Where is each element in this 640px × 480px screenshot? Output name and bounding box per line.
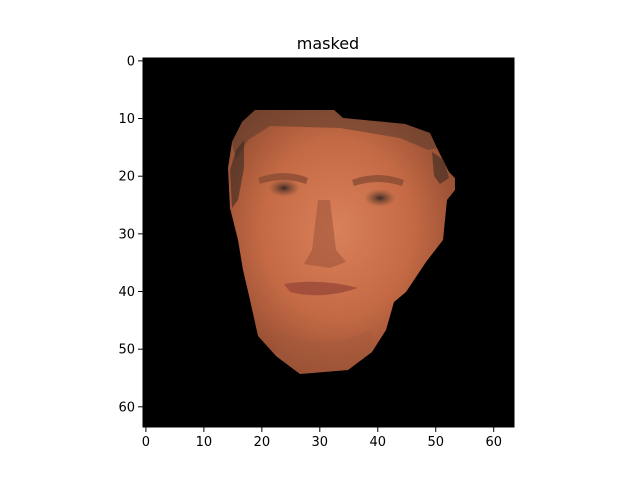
x-tick-label: 40 (370, 435, 387, 450)
y-tick-label: 10 (118, 112, 135, 127)
x-axis: 0 10 20 30 40 50 60 (142, 427, 502, 450)
x-tick-label: 60 (485, 435, 502, 450)
hair-shadow (232, 110, 437, 160)
right-eyebrow (352, 175, 404, 186)
masked-face-image (143, 58, 514, 427)
x-tick-label: 30 (312, 435, 329, 450)
y-tick-label: 20 (118, 170, 135, 185)
x-tick-label: 50 (427, 435, 444, 450)
y-tick-label: 40 (118, 285, 135, 300)
y-tick-label: 0 (127, 54, 135, 69)
left-eyebrow (258, 173, 308, 184)
left-hair (230, 140, 244, 208)
right-eye (364, 189, 396, 207)
chin-shadow (276, 330, 372, 374)
x-tick-label: 20 (254, 435, 271, 450)
y-tick-label: 50 (118, 343, 135, 358)
y-tick-label: 60 (118, 400, 135, 415)
axes-frame (142, 57, 515, 428)
left-eye (268, 179, 300, 197)
nose-shadow (304, 200, 346, 268)
x-tick-label: 10 (196, 435, 213, 450)
plot-title: masked (297, 34, 359, 53)
mouth (284, 281, 358, 296)
y-tick-label: 30 (118, 227, 135, 242)
right-hair (432, 152, 449, 184)
y-axis: 0 10 20 30 40 50 60 (118, 54, 143, 415)
x-tick-label: 0 (142, 435, 150, 450)
